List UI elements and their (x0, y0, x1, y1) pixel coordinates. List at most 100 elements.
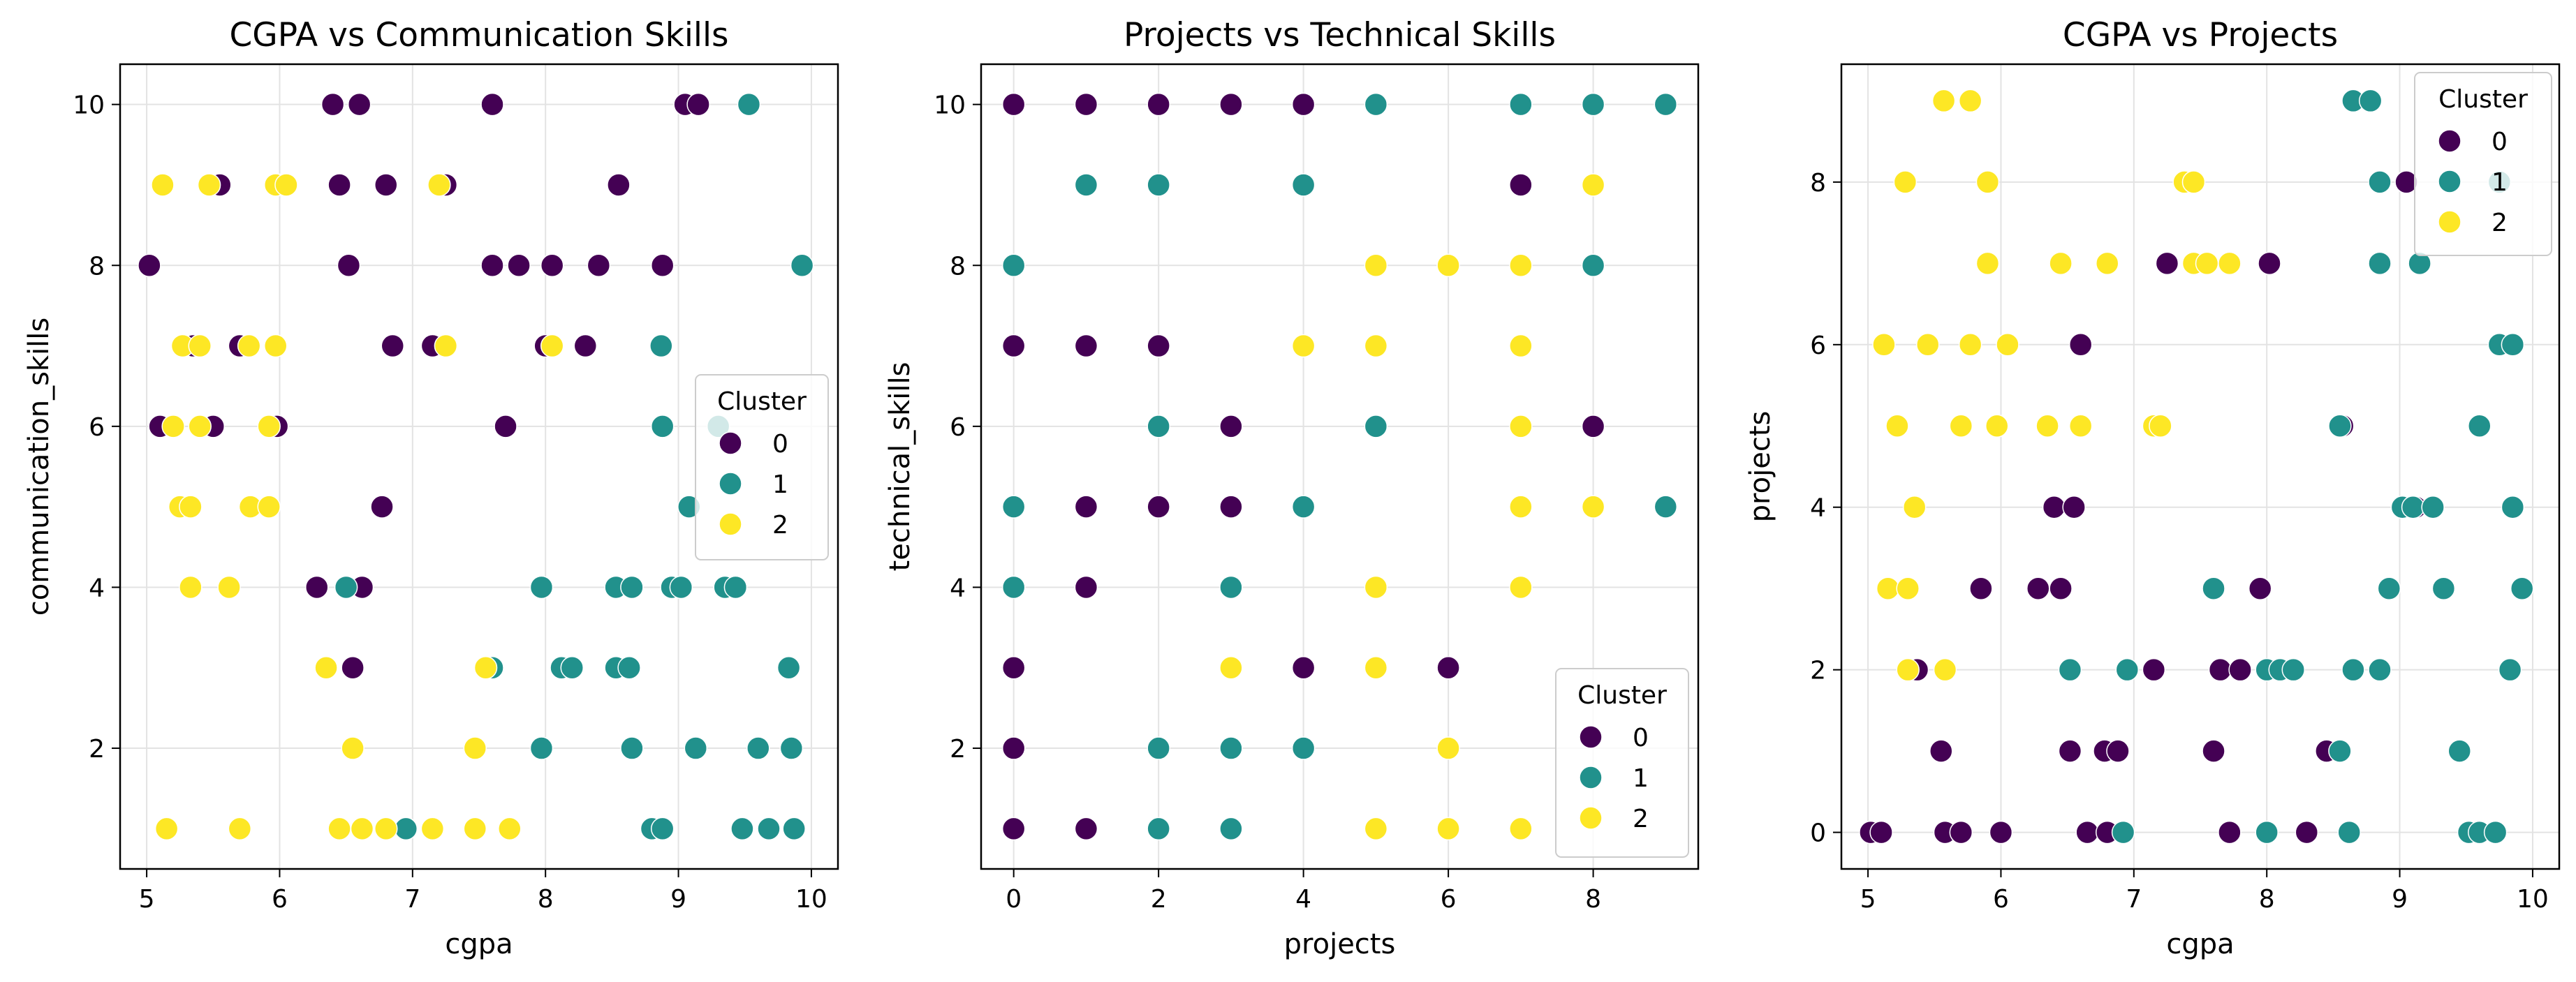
data-point-cluster-2 (463, 817, 487, 841)
data-point-cluster-0 (1869, 820, 1893, 845)
data-point-cluster-2 (1958, 333, 1982, 357)
data-point-cluster-2 (1902, 495, 1927, 519)
legend-marker-cluster-2 (719, 512, 742, 536)
data-point-cluster-2 (341, 736, 365, 760)
data-point-cluster-1 (334, 575, 358, 600)
x-axis-label: cgpa (445, 928, 513, 960)
data-point-cluster-2 (2068, 414, 2093, 438)
data-point-cluster-1 (779, 736, 804, 760)
data-point-cluster-2 (1896, 657, 1920, 682)
chart-title: Projects vs Technical Skills (1124, 16, 1556, 54)
data-point-cluster-2 (217, 575, 241, 600)
data-point-cluster-0 (2026, 576, 2050, 600)
data-point-cluster-2 (1509, 495, 1533, 519)
data-point-cluster-2 (197, 173, 221, 197)
data-point-cluster-1 (1364, 415, 1388, 438)
data-point-cluster-0 (1929, 739, 1953, 763)
legend-title: Cluster (1577, 681, 1667, 710)
data-point-cluster-2 (1985, 414, 2009, 438)
data-point-cluster-1 (2368, 657, 2392, 682)
data-point-cluster-1 (2337, 820, 2361, 845)
legend-marker-cluster-2 (1579, 806, 1603, 830)
data-point-cluster-1 (1654, 495, 1678, 519)
data-point-cluster-1 (2421, 495, 2445, 519)
data-point-cluster-2 (1509, 575, 1533, 600)
legend-marker-cluster-1 (719, 472, 742, 496)
data-point-cluster-0 (1001, 334, 1026, 358)
legend-label-cluster-1: 1 (2492, 168, 2508, 197)
data-point-cluster-1 (1147, 415, 1170, 438)
data-point-cluster-2 (179, 495, 203, 519)
data-point-cluster-2 (257, 415, 281, 438)
x-tick-label: 10 (795, 885, 827, 914)
data-point-cluster-1 (620, 736, 644, 760)
data-point-cluster-0 (1219, 495, 1243, 519)
data-point-cluster-1 (1147, 817, 1170, 841)
data-point-cluster-1 (1147, 173, 1170, 197)
data-point-cluster-1 (782, 817, 806, 841)
data-point-cluster-0 (2155, 251, 2179, 276)
data-point-cluster-0 (1949, 820, 1973, 845)
plot-frame (980, 63, 1700, 870)
data-point-cluster-0 (2068, 333, 2093, 357)
data-point-cluster-1 (2501, 495, 2525, 519)
legend-label-cluster-1: 1 (772, 470, 788, 499)
data-point-cluster-1 (746, 736, 770, 760)
data-point-cluster-2 (1364, 656, 1388, 680)
data-point-cluster-2 (427, 173, 451, 197)
data-point-cluster-2 (2218, 251, 2242, 276)
data-point-cluster-2 (1933, 657, 1957, 682)
data-point-cluster-0 (480, 253, 504, 277)
x-tick-label: 6 (272, 885, 288, 914)
y-tick-label: 8 (950, 252, 966, 281)
data-point-cluster-0 (1147, 92, 1170, 117)
data-point-cluster-2 (1291, 334, 1316, 358)
data-point-cluster-0 (1074, 495, 1098, 519)
data-point-cluster-1 (650, 415, 675, 438)
data-point-cluster-0 (1001, 817, 1026, 841)
data-point-cluster-1 (777, 656, 801, 680)
data-point-cluster-2 (1509, 817, 1533, 841)
x-tick-label: 0 (1006, 885, 1022, 914)
data-point-cluster-0 (686, 92, 710, 117)
data-point-cluster-0 (2218, 820, 2242, 845)
data-point-cluster-2 (1931, 89, 1956, 113)
data-point-cluster-2 (237, 334, 261, 358)
data-point-cluster-0 (1291, 656, 1316, 680)
data-point-cluster-2 (327, 817, 351, 841)
data-point-cluster-1 (649, 334, 673, 358)
data-point-cluster-0 (1291, 92, 1316, 117)
data-point-cluster-0 (1969, 576, 1993, 600)
data-point-cluster-0 (1219, 415, 1243, 438)
legend: Cluster 0 1 2 (2414, 72, 2552, 256)
x-tick-label: 7 (404, 885, 420, 914)
y-tick-label: 6 (950, 413, 966, 442)
data-point-cluster-1 (730, 817, 754, 841)
legend-marker-cluster-2 (2438, 210, 2461, 234)
data-point-cluster-0 (2228, 657, 2252, 682)
data-point-cluster-2 (1896, 576, 1920, 600)
data-point-cluster-1 (1581, 92, 1605, 117)
data-point-cluster-1 (2328, 739, 2352, 763)
data-point-cluster-1 (1001, 575, 1026, 600)
data-point-cluster-0 (1509, 173, 1533, 197)
data-point-cluster-0 (587, 253, 611, 277)
data-point-cluster-1 (723, 575, 748, 600)
y-tick-label: 2 (1810, 657, 1826, 685)
legend-label-cluster-0: 0 (2492, 128, 2508, 156)
data-point-cluster-0 (2202, 739, 2225, 763)
y-axis-label: communication_skills (23, 318, 55, 616)
data-point-cluster-2 (350, 817, 374, 841)
data-point-cluster-2 (188, 415, 212, 438)
data-point-cluster-0 (2075, 820, 2099, 845)
data-point-cluster-1 (1291, 495, 1316, 519)
data-point-cluster-0 (374, 173, 398, 197)
x-tick-label: 8 (1585, 885, 1601, 914)
data-point-cluster-0 (2258, 251, 2281, 276)
data-point-cluster-0 (573, 334, 598, 358)
x-tick-label: 4 (1295, 885, 1311, 914)
legend-label-cluster-0: 0 (1633, 724, 1649, 752)
